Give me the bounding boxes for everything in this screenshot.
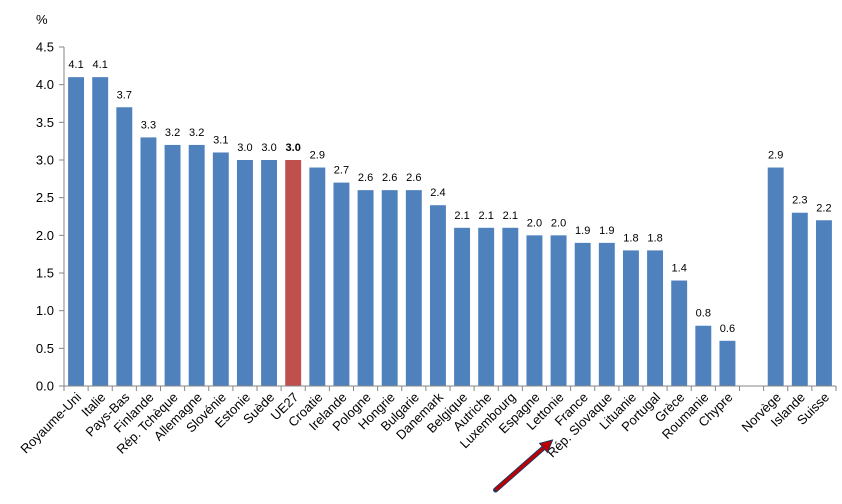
bar <box>454 227 471 386</box>
bar-value-label: 2.9 <box>768 150 783 162</box>
bars <box>68 77 832 387</box>
bar <box>429 205 446 386</box>
bar-value-label: 2.9 <box>310 150 325 162</box>
y-tick-label: 0.5 <box>36 341 54 356</box>
bar <box>188 144 205 386</box>
bar <box>381 190 398 386</box>
bar-value-label: 3.0 <box>237 142 252 154</box>
bar-value-label: 3.3 <box>141 119 156 131</box>
y-tick-label: 1.0 <box>36 303 54 318</box>
annotation <box>493 439 554 493</box>
bar <box>236 160 253 386</box>
bar-value-label: 4.1 <box>68 59 83 71</box>
bar <box>333 182 350 386</box>
y-tick-label: 2.5 <box>36 190 54 205</box>
bar <box>261 160 278 386</box>
bar-value-label: 3.0 <box>261 142 276 154</box>
y-tick-label: 4.0 <box>36 77 54 92</box>
bar-value-label: 2.6 <box>406 172 421 184</box>
bar-value-label: 1.8 <box>623 232 638 244</box>
bar-value-label: 2.2 <box>816 202 831 214</box>
bar <box>598 242 615 386</box>
bar-value-label: 2.1 <box>503 210 518 222</box>
bar-value-label: 0.8 <box>696 308 711 320</box>
bar <box>695 325 712 386</box>
bar-value-label: 2.1 <box>479 210 494 222</box>
arrow-head <box>538 439 554 454</box>
y-axis: 0.0 0.5 1.0 1.5 2.0 2.5 3.0 3.5 4.0 4.5 <box>36 40 65 394</box>
bar <box>550 235 567 386</box>
bar <box>212 152 229 386</box>
bar <box>164 144 181 386</box>
bar <box>622 250 639 386</box>
bar <box>309 167 326 386</box>
y-axis-unit-label: % <box>36 12 48 27</box>
bar-value-label: 3.2 <box>189 127 204 139</box>
bar-value-label: 0.6 <box>720 323 735 335</box>
bar <box>574 242 591 386</box>
bar <box>92 77 109 386</box>
bar <box>405 190 422 386</box>
bar <box>502 227 519 386</box>
x-axis <box>63 385 837 391</box>
bar-value-label: 4.1 <box>93 59 108 71</box>
bar <box>719 340 736 386</box>
arrow-shaft <box>494 446 545 492</box>
y-tick-label: 4.5 <box>36 40 54 55</box>
bar-value-label: 3.0 <box>286 142 301 154</box>
bar-value-label: 1.9 <box>599 225 614 237</box>
y-tick-label: 0.0 <box>36 379 54 394</box>
y-tick-label: 3.5 <box>36 115 54 130</box>
bar-value-label: 2.6 <box>358 172 373 184</box>
y-tick-label: 2.0 <box>36 228 54 243</box>
bar-value-label: 2.1 <box>454 210 469 222</box>
bar <box>68 77 85 386</box>
bar <box>478 227 495 386</box>
bar-value-label: 1.9 <box>575 225 590 237</box>
bar <box>815 220 832 386</box>
bar <box>791 212 808 386</box>
bar-value-label: 1.8 <box>647 232 662 244</box>
bar-value-label: 2.4 <box>430 187 445 199</box>
bar-value-label: 3.1 <box>213 134 228 146</box>
bar <box>116 107 133 387</box>
bar <box>671 280 688 386</box>
bar-value-label: 2.3 <box>792 195 807 207</box>
bar <box>140 137 157 386</box>
bar-value-label: 3.7 <box>117 89 132 101</box>
bar <box>647 250 664 386</box>
bar-value-label: 3.2 <box>165 127 180 139</box>
bar <box>767 167 784 386</box>
y-tick-label: 1.5 <box>36 266 54 281</box>
y-tick-label: 3.0 <box>36 153 54 168</box>
bar <box>526 235 543 386</box>
bar-value-label: 2.6 <box>382 172 397 184</box>
bar-value-label: 2.0 <box>527 217 542 229</box>
bar-value-label: 1.4 <box>672 263 687 275</box>
bar-value-label: 2.7 <box>334 165 349 177</box>
bar-highlight <box>285 160 302 386</box>
bar-value-label: 2.0 <box>551 217 566 229</box>
category-label: Royaume-Uni <box>17 389 84 456</box>
bar <box>357 190 374 386</box>
data-labels: 4.1 4.1 3.7 3.3 3.2 3.2 3.1 3.0 3.0 3.0 2.9 2.7 2.6 2… <box>68 59 831 335</box>
